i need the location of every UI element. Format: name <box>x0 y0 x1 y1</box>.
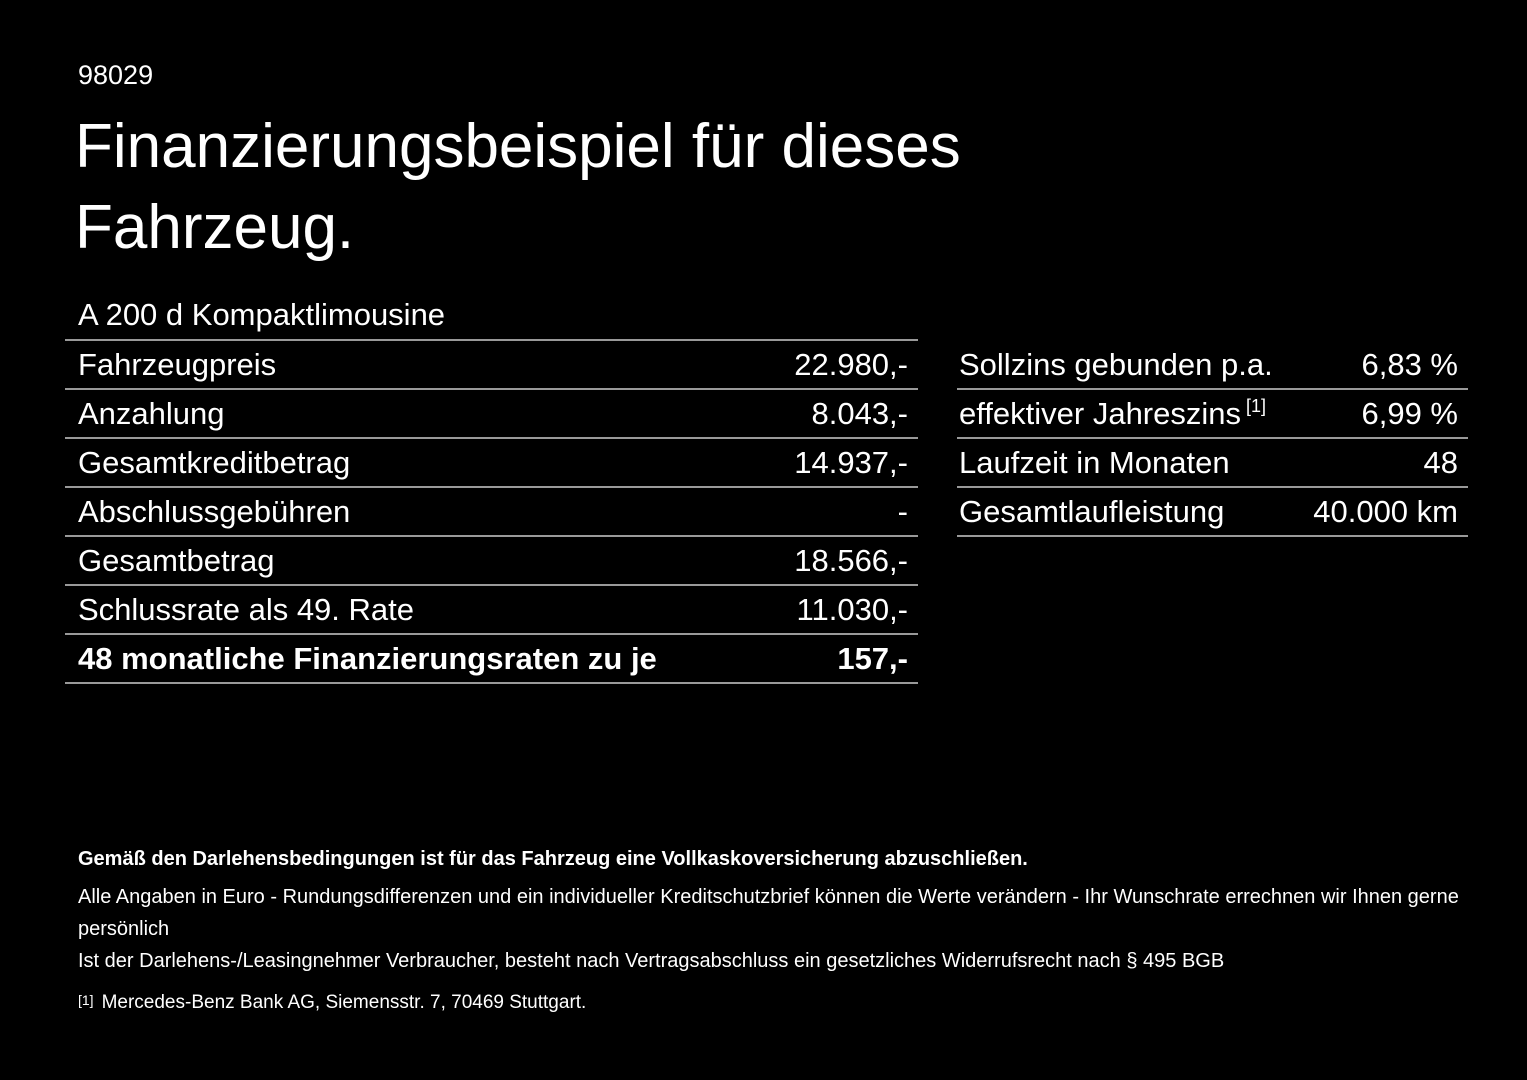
disclaimer-line-1: Alle Angaben in Euro - Rundungsdifferenz… <box>78 886 1459 940</box>
row-value: 6,99 % <box>1361 395 1458 431</box>
row-value: 8.043,- <box>811 395 908 431</box>
table-row-abschlussgebuehren: Abschlussgebühren - <box>65 488 918 537</box>
row-value: 22.980,- <box>794 346 908 382</box>
table-row-laufzeit: Laufzeit in Monaten 48 <box>957 439 1468 488</box>
conditions-table: Sollzins gebunden p.a. 6,83 % effektiver… <box>957 341 1468 537</box>
financing-table: Fahrzeugpreis 22.980,- Anzahlung 8.043,-… <box>65 339 918 684</box>
footnote-reference: [1] <box>1246 395 1267 416</box>
table-row-gesamtkreditbetrag: Gesamtkreditbetrag 14.937,- <box>65 439 918 488</box>
table-row-gesamtlaufleistung: Gesamtlaufleistung 40.000 km <box>957 488 1468 537</box>
document-number: 98029 <box>78 60 154 90</box>
row-value: 48 <box>1423 444 1458 480</box>
table-row-effektiver-jahreszins: effektiver Jahreszins [1] 6,99 % <box>957 390 1468 439</box>
row-label: Gesamtbetrag <box>78 542 275 578</box>
row-label: Anzahlung <box>78 395 225 431</box>
legal-notes: Gemäß den Darlehensbedingungen ist für d… <box>78 846 1468 1014</box>
page-title: Finanzierungsbeispiel für dieses Fahrzeu… <box>75 112 961 262</box>
table-row-sollzins: Sollzins gebunden p.a. 6,83 % <box>957 341 1468 390</box>
footnote-marker: [1] <box>78 992 94 1008</box>
row-label: Gesamtlaufleistung <box>959 493 1225 529</box>
row-value: 157,- <box>837 640 908 676</box>
row-label: Gesamtkreditbetrag <box>78 444 351 480</box>
row-value: 11.030,- <box>796 591 908 627</box>
row-label: Schlussrate als 49. Rate <box>78 591 415 627</box>
row-value: 14.937,- <box>794 444 908 480</box>
vehicle-model-name: A 200 d Kompaktlimousine <box>78 297 446 332</box>
row-label: Fahrzeugpreis <box>78 346 277 382</box>
row-label: effektiver Jahreszins [1] <box>959 396 1266 432</box>
table-row-schlussrate: Schlussrate als 49. Rate 11.030,- <box>65 586 918 635</box>
row-value: - <box>897 493 908 529</box>
row-label: 48 monatliche Finanzierungsraten zu je <box>78 640 657 676</box>
row-value: 40.000 km <box>1313 493 1458 529</box>
table-row-fahrzeugpreis: Fahrzeugpreis 22.980,- <box>65 341 918 390</box>
row-value: 6,83 % <box>1361 346 1458 382</box>
row-label: Sollzins gebunden p.a. <box>959 346 1273 382</box>
footnote-text: Mercedes-Benz Bank AG, Siemensstr. 7, 70… <box>101 992 587 1013</box>
table-row-anzahlung: Anzahlung 8.043,- <box>65 390 918 439</box>
insurance-requirement-note: Gemäß den Darlehensbedingungen ist für d… <box>78 848 1028 870</box>
row-value: 18.566,- <box>794 542 908 578</box>
table-row-monatsrate: 48 monatliche Finanzierungsraten zu je 1… <box>65 635 918 684</box>
row-label: Laufzeit in Monaten <box>959 444 1230 480</box>
table-row-gesamtbetrag: Gesamtbetrag 18.566,- <box>65 537 918 586</box>
row-label-text: effektiver Jahreszins <box>959 395 1241 431</box>
bank-footnote: [1] Mercedes-Benz Bank AG, Siemensstr. 7,… <box>78 992 1468 1014</box>
row-label: Abschlussgebühren <box>78 493 351 529</box>
disclaimer-line-2: Ist der Darlehens-/Leasingnehmer Verbrau… <box>78 950 1225 972</box>
